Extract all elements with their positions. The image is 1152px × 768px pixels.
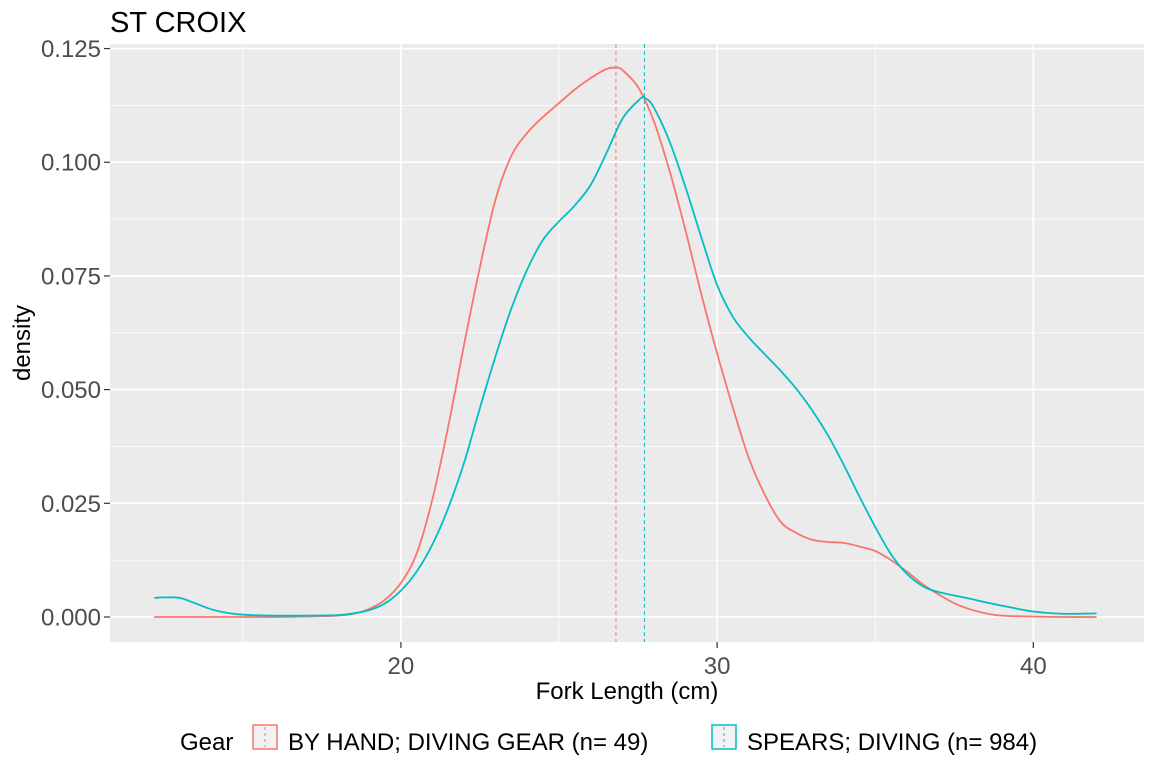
y-tick-label: 0.075 [41,263,101,290]
plot-panel [110,44,1144,642]
x-tick-labels: 20 30 40 [388,653,1047,680]
x-tick-label: 30 [704,653,731,680]
x-axis-title: Fork Length (cm) [536,678,719,705]
legend-label-spears: SPEARS; DIVING (n= 984) [747,729,1037,756]
y-tick-labels: 0.000 0.025 0.050 0.075 0.100 0.125 [41,36,101,631]
y-tick-label: 0.050 [41,377,101,404]
x-tick-label: 20 [388,653,415,680]
legend-label-by-hand: BY HAND; DIVING GEAR (n= 49) [288,729,648,756]
y-axis-title: density [9,305,36,381]
y-tick-label: 0.000 [41,604,101,631]
legend: Gear BY HAND; DIVING GEAR (n= 49) SPEARS… [180,725,1037,756]
x-tick-label: 40 [1020,653,1047,680]
chart-title: ST CROIX [110,7,246,39]
y-tick-label: 0.025 [41,491,101,518]
legend-title: Gear [180,729,233,756]
y-tick-label: 0.100 [41,150,101,177]
y-tick-label: 0.125 [41,36,101,63]
